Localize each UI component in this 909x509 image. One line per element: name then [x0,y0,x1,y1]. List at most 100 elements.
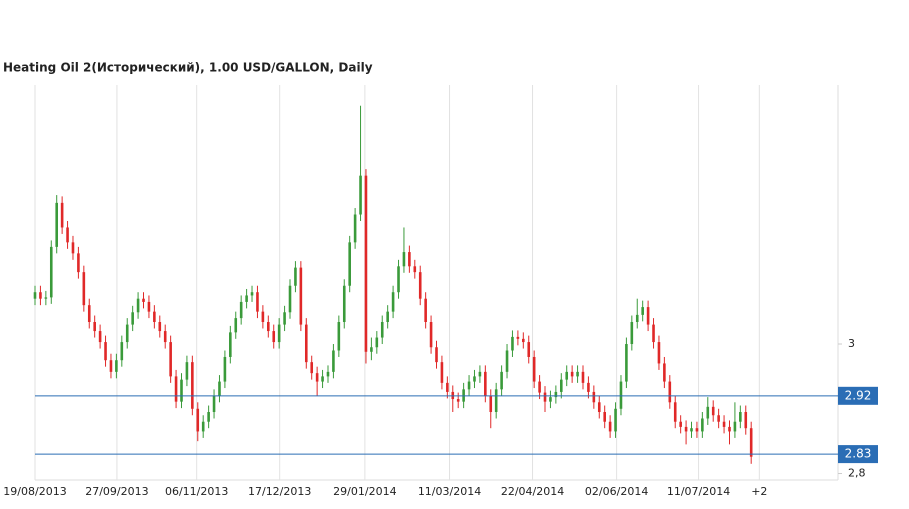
candle-body [256,292,259,312]
candle-body [581,371,585,383]
price-level-box [838,445,878,464]
candle-body [196,408,200,432]
candle-body [413,266,417,273]
candle-body [125,324,129,343]
candle-body [337,322,341,351]
candle-body [744,412,748,429]
candle-body [684,426,688,432]
candle-body [500,371,503,390]
candle-body [49,246,53,298]
candle-body [701,418,704,432]
candle-body [478,371,482,377]
x-tick-label: 22/04/2014 [501,485,564,498]
candle-body [728,426,731,432]
candle-body [212,395,216,413]
candle-body [250,292,254,296]
candle-body [456,399,460,402]
candle-body [310,362,314,374]
candle-body [147,301,151,312]
candle-body [635,314,639,322]
candle-body [93,322,96,332]
candle-body [71,242,75,254]
candle-body [315,373,319,382]
candle-body [749,428,753,457]
candle-body [234,318,238,333]
candle-body [690,428,693,432]
candle-body [201,421,205,432]
candle-body [142,298,145,302]
candle-body [77,253,80,273]
candle-body [565,371,569,380]
candle-body [527,342,531,357]
candle-body [739,412,742,422]
candle-body [185,362,189,380]
candle-body [39,292,42,299]
candle-body [663,363,666,382]
candle-body [326,371,330,377]
candle-body [397,266,400,293]
candle-body [359,175,362,215]
candle-body [505,350,509,372]
candle-body [489,395,493,413]
candle-body [467,381,471,390]
candle-body [223,356,227,382]
candle-body [446,382,449,392]
candle-body [370,347,373,352]
candle-body [386,311,389,322]
candle-body [272,331,276,343]
candle-body [169,342,172,377]
candle-body [163,331,167,343]
x-tick-label: 11/07/2014 [667,485,730,498]
candle-body [543,392,547,402]
candle-body [288,285,292,313]
x-tick-label: 11/03/2014 [418,485,481,498]
candle-body [408,252,411,267]
candle-body [375,337,379,348]
candle-body [66,227,69,243]
x-tick-label: 19/08/2013 [3,485,66,498]
candle-body [603,412,606,422]
candle-body [294,267,297,286]
candle-body [559,379,563,392]
candle-body [82,272,86,306]
candle-body [136,298,140,313]
x-tick-label: +2 [751,485,767,498]
candle-body [277,324,281,343]
candle-body [261,311,265,322]
candle-body [33,292,37,299]
candle-body [342,285,346,322]
candle-body [657,342,661,364]
candle-body [267,322,270,332]
candle-body [695,428,699,432]
candle-body [516,336,520,339]
candle-body [440,362,444,383]
candle-body [180,379,183,402]
candle-body [576,371,579,377]
candle-body [60,202,64,228]
candle-body [299,267,303,325]
candle-body [473,376,476,382]
x-tick-label: 17/12/2013 [248,485,311,498]
candle-body [98,331,102,343]
candle-body [364,175,368,352]
candle-body [120,342,124,361]
candle-body [511,336,514,351]
candle-body [87,305,91,322]
candle-body [717,415,720,422]
candle-body [614,408,617,432]
candle-body [722,421,726,427]
candle-body [592,391,596,403]
candle-body [391,292,395,312]
candle-body [733,421,737,432]
y-tick-label: 2,8 [848,467,866,480]
candle-body [532,356,536,382]
candle-body [646,307,650,325]
candle-body [668,381,672,403]
candle-body [587,382,590,392]
candle-body [711,406,715,416]
candle-body [597,402,601,413]
candle-body [353,214,357,243]
candle-body [115,360,118,372]
candle-body [625,344,628,382]
